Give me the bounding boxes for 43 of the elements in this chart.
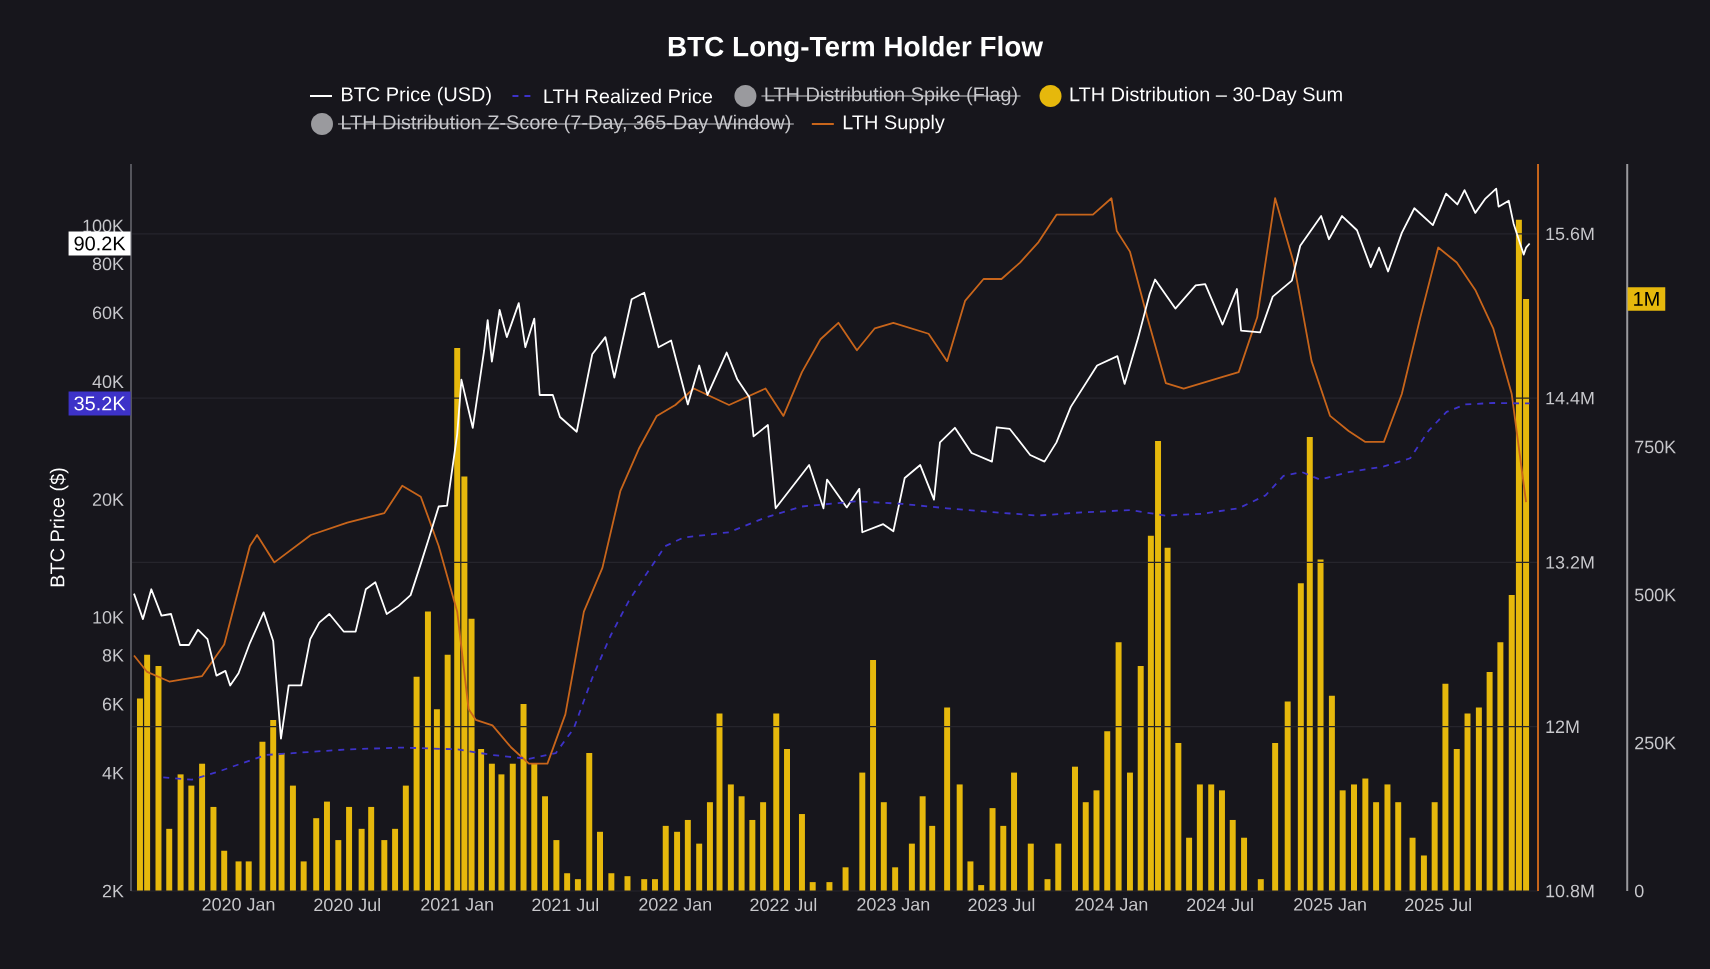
legend-label: LTH Distribution Spike (Flag) xyxy=(765,86,1017,106)
text: 35.2K xyxy=(74,396,126,411)
x-tick-label: 2025 Jul xyxy=(1405,898,1471,912)
x-tick-label: 2023 Jul xyxy=(968,898,1035,912)
x-tick-label: 2022 Jul xyxy=(750,898,817,912)
y-tick-label: 20K xyxy=(92,493,124,506)
x-tick-label: 2023 Jan xyxy=(857,898,930,911)
y-tick-label: 10K xyxy=(93,611,124,624)
y2-tick-label: 15.6M xyxy=(1546,227,1594,241)
y-tick-label: 4K xyxy=(102,766,124,780)
y3-tick-label: 0 xyxy=(1634,884,1644,898)
text: 90.2K xyxy=(74,236,126,251)
y-tick-label: 80K xyxy=(92,257,124,271)
y-tick-label: 60K xyxy=(92,306,124,320)
x-tick-label: 2020 Jul xyxy=(314,898,380,912)
y2-tick-label: 12M xyxy=(1546,720,1579,733)
y-tick-label: 2K xyxy=(102,884,124,898)
chart-title: BTC Long-Term Holder Flow xyxy=(668,35,1044,63)
legend-label: LTH Realized Price xyxy=(544,88,713,104)
legend-label: LTH Distribution Z-Score (7-Day, 365-Day Window) xyxy=(342,114,791,134)
x-tick-label: 2020 Jan xyxy=(202,898,275,911)
y-axis-title: BTC Price ($) xyxy=(49,468,69,587)
x-tick-label: 2021 Jul xyxy=(532,898,599,912)
y-tick-label: 6K xyxy=(102,697,124,711)
x-tick-label: 2024 Jan xyxy=(1075,898,1148,911)
y2-tick-label: 13.2M xyxy=(1546,556,1594,569)
y3-tick-label: 250K xyxy=(1635,736,1676,750)
text: 1M xyxy=(1634,292,1659,306)
y-tick-label: 8K xyxy=(102,648,124,662)
legend-label: BTC Price (USD) xyxy=(342,86,491,106)
x-tick-label: 2024 Jul xyxy=(1187,898,1253,912)
y3-tick-label: 750K xyxy=(1635,440,1676,454)
y-tick-label: 100K xyxy=(83,219,124,233)
y2-tick-label: 14.4M xyxy=(1546,391,1594,405)
line-series xyxy=(162,402,1531,781)
y3-tick-label: 500K xyxy=(1634,588,1676,602)
x-tick-label: 2021 Jan xyxy=(421,898,493,911)
x-tick-label: 2025 Jan xyxy=(1294,898,1366,911)
y2-tick-label: 10.8M xyxy=(1546,884,1594,898)
y-tick-label: 40K xyxy=(92,375,124,389)
x-tick-label: 2022 Jan xyxy=(639,898,711,911)
legend-label: LTH Supply xyxy=(843,114,945,134)
legend-label: LTH Distribution – 30-Day Sum xyxy=(1070,86,1342,106)
